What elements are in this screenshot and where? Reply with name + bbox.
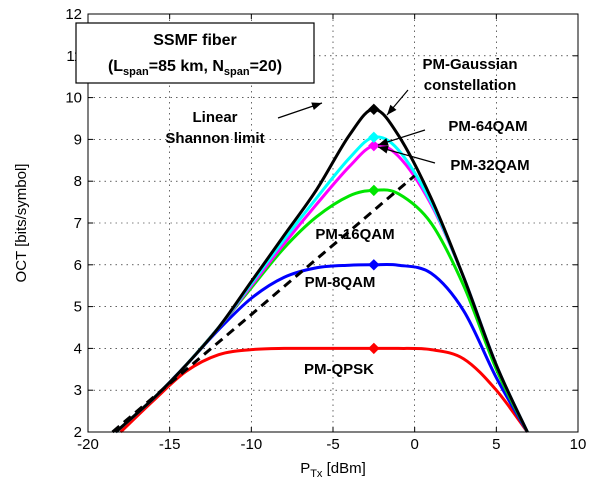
y-tick-label: 4 xyxy=(74,340,82,357)
series-label-pm-8qam: PM-8QAM xyxy=(305,274,376,291)
x-tick-label: 0 xyxy=(410,436,418,453)
series-label-linear-shannon-limit: Linear Shannon limit xyxy=(165,109,264,147)
series-label-pm-64qam: PM-64QAM xyxy=(448,118,527,135)
peak-marker-pm-gaussian-constellation xyxy=(369,104,379,114)
series-label-pm-qpsk: PM-QPSK xyxy=(304,361,374,378)
y-tick-label: 10 xyxy=(65,90,82,107)
peak-marker-pm-16qam xyxy=(369,185,379,195)
series-label-pm-32qam: PM-32QAM xyxy=(450,157,529,174)
y-tick-label: 6 xyxy=(74,257,82,274)
arrow-linear-shannon-head xyxy=(311,102,322,110)
y-tick-label: 9 xyxy=(74,131,82,148)
x-tick-label: 5 xyxy=(492,436,500,453)
y-tick-label: 8 xyxy=(74,173,82,190)
x-tick-label: 10 xyxy=(570,436,587,453)
y-tick-label: 5 xyxy=(74,299,82,316)
y-tick-label: 12 xyxy=(65,6,82,23)
series-label-pm-gaussian-constellation: PM-Gaussian constellation xyxy=(422,56,517,94)
y-tick-label: 7 xyxy=(74,215,82,232)
arrow-pm-32qam-head xyxy=(378,146,389,154)
parameter-box-line1: SSMF fiber xyxy=(153,32,237,49)
y-axis-label: OCT [bits/symbol] xyxy=(13,164,30,283)
y-tick-label: 2 xyxy=(74,424,82,441)
x-tick-label: -15 xyxy=(159,436,181,453)
y-tick-label: 3 xyxy=(74,382,82,399)
peak-marker-pm-64qam xyxy=(369,132,379,142)
x-tick-label: -10 xyxy=(240,436,262,453)
x-axis-label: PTx [dBm] xyxy=(300,460,366,480)
peak-marker-pm-qpsk xyxy=(369,343,379,353)
x-tick-label: -5 xyxy=(326,436,339,453)
parameter-box: SSMF fiber (Lspan=85 km, Nspan=20) xyxy=(76,23,314,83)
series-label-pm-16qam: PM-16QAM xyxy=(315,226,394,243)
peak-marker-pm-8qam xyxy=(369,260,379,270)
